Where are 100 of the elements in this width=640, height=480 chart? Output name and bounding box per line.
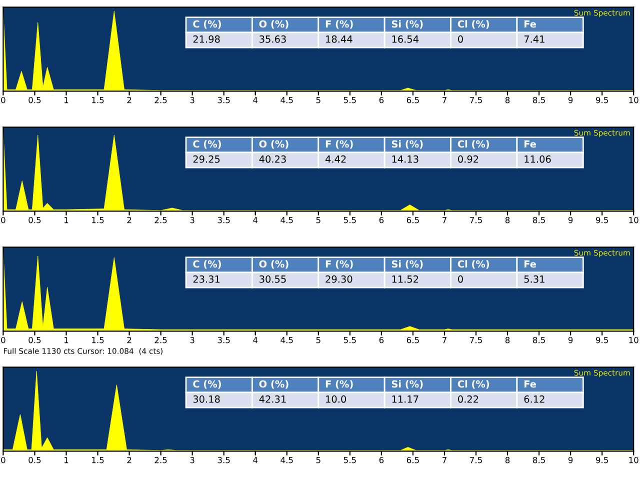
x-tick-label: 7.5 <box>470 97 482 104</box>
annotation: F (%) <box>326 140 353 149</box>
x-tick-label: 4 <box>253 337 258 344</box>
x-tick-label: 8.5 <box>532 336 545 344</box>
annotation: 6.12 <box>524 395 544 403</box>
annotation: 0 <box>458 35 463 43</box>
annotation: 21.98 <box>193 35 220 43</box>
annotation: Si (%) <box>392 20 423 29</box>
annotation: O (%) <box>259 20 288 29</box>
x-tick-label: 5.5 <box>344 97 356 104</box>
annotation: 23.31 <box>193 275 220 283</box>
x-tick-label: 0.5 <box>28 96 41 104</box>
x-tick-label: 0 <box>1 216 6 224</box>
annotation: 35.63 <box>260 35 286 43</box>
annotation: 30.55 <box>260 275 286 283</box>
x-tick-label: 5 <box>316 97 320 104</box>
x-tick-label: 0.5 <box>28 216 41 224</box>
annotation: 30.18 <box>193 395 220 403</box>
x-tick-label: 3.5 <box>218 456 230 464</box>
annotation: F (%) <box>326 380 353 389</box>
annotation: Fe <box>524 140 536 148</box>
x-tick-label: 6.5 <box>406 456 419 464</box>
x-tick-label: 6 <box>379 216 384 224</box>
x-tick-label: 7 <box>442 97 446 104</box>
annotation: 10.0 <box>326 395 346 403</box>
x-tick-label: 9 <box>568 336 573 344</box>
annotation: O (%) <box>259 380 288 389</box>
x-tick-label: 8.5 <box>532 96 545 104</box>
x-tick-label: 8 <box>505 216 510 224</box>
x-tick-label: 8 <box>505 456 510 464</box>
x-tick-label: 4 <box>253 457 258 464</box>
x-tick-label: 7.5 <box>470 457 482 464</box>
x-tick-label: 10 <box>629 216 638 224</box>
annotation: Cl (%) <box>458 20 490 29</box>
x-tick-label: 3.5 <box>218 96 230 104</box>
x-tick-label: 10 <box>629 336 638 344</box>
x-tick-label: 6 <box>379 96 384 104</box>
x-tick-label: 2 <box>127 216 132 224</box>
x-tick-label: 7.5 <box>470 217 482 224</box>
x-tick-label: 2 <box>127 96 132 104</box>
x-tick-label: 9.5 <box>596 336 608 344</box>
x-tick-label: 4 <box>253 217 258 224</box>
x-tick-label: 5 <box>316 217 320 224</box>
x-tick-label: 5 <box>316 337 320 344</box>
annotation: Fe <box>524 260 536 268</box>
x-tick-label: 4 <box>253 97 258 104</box>
x-tick-label: 3 <box>190 96 194 104</box>
x-tick-label: 6.5 <box>406 96 419 104</box>
x-tick-label: 5 <box>316 457 320 464</box>
annotation: 29.25 <box>193 155 220 163</box>
x-tick-label: 0 <box>1 336 6 344</box>
x-tick-label: 5.5 <box>344 457 356 464</box>
annotation: F (%) <box>326 20 353 29</box>
x-tick-label: 3 <box>190 456 194 464</box>
x-tick-label: 9 <box>568 96 573 104</box>
x-tick-label: 0.5 <box>28 336 41 344</box>
x-tick-label: 1.5 <box>92 97 104 104</box>
x-tick-label: 6.5 <box>406 336 419 344</box>
x-tick-label: 2.5 <box>154 336 167 344</box>
x-tick-label: 6 <box>379 336 384 344</box>
x-tick-label: 4.5 <box>280 337 293 344</box>
x-tick-label: 5.5 <box>344 337 356 344</box>
annotation: 42.31 <box>259 395 286 403</box>
x-tick-label: 8.5 <box>532 456 545 464</box>
x-tick-label: 6 <box>379 456 384 464</box>
annotation: Cl (%) <box>458 380 490 389</box>
annotation: 16.54 <box>392 35 418 43</box>
x-tick-label: 1.5 <box>92 337 104 344</box>
annotation: 11.17 <box>392 396 418 403</box>
annotation: Si (%) <box>392 380 423 389</box>
annotation: Fe <box>524 380 536 388</box>
annotation: 7.41 <box>524 36 544 43</box>
x-tick-label: 2.5 <box>154 96 167 104</box>
annotation: 18.44 <box>326 35 352 43</box>
x-tick-label: 2 <box>127 336 132 344</box>
x-tick-label: 0 <box>1 96 6 104</box>
x-tick-label: 9.5 <box>596 456 608 464</box>
annotation: 0.92 <box>458 155 478 163</box>
annotation: 29.30 <box>326 275 352 283</box>
annotation: C (%) <box>193 140 221 149</box>
annotation: Si (%) <box>392 260 423 269</box>
x-tick-label: 1 <box>64 457 68 464</box>
x-tick-label: 3 <box>190 216 194 224</box>
annotation: Si (%) <box>392 140 423 149</box>
annotation: 14.13 <box>392 155 418 163</box>
x-tick-label: 2.5 <box>154 456 167 464</box>
annotation: O (%) <box>259 260 288 269</box>
annotation: Fe <box>524 20 536 28</box>
x-tick-label: 10 <box>629 96 638 104</box>
x-tick-label: 1.5 <box>92 457 104 464</box>
x-tick-label: 8 <box>505 96 510 104</box>
annotation: Cl (%) <box>458 260 490 269</box>
annotation: 4.42 <box>325 155 346 163</box>
x-tick-label: 0.5 <box>28 456 41 464</box>
x-tick-label: 4.5 <box>280 97 293 104</box>
annotation: 11.06 <box>524 155 551 163</box>
annotation: 11.52 <box>392 275 418 283</box>
annotation: 40.23 <box>259 155 286 163</box>
x-tick-label: 1 <box>64 217 68 224</box>
x-tick-label: 4.5 <box>280 217 293 224</box>
